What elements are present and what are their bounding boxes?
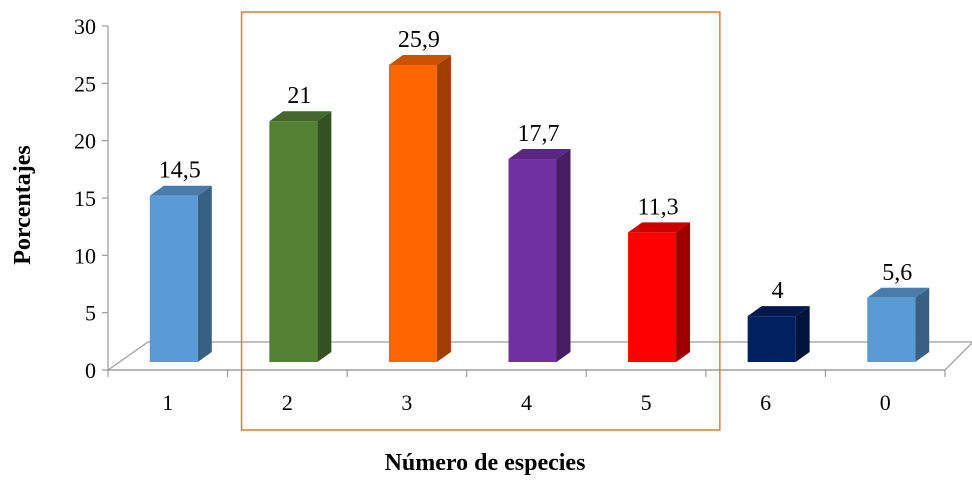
y-axis-title: Porcentajes [10,145,36,265]
highlight-box [240,11,721,431]
x-axis-title: Número de especies [385,450,586,476]
bar-3 [388,55,451,362]
bar-top [628,222,691,233]
chart-axes [102,25,946,377]
chart-labels: 0 5 10 15 20 25 30 14,5 1 21 2 25,9 3 17,7 4 11,3 5 4 6 5,6… [74,14,912,415]
bar-top [747,306,810,317]
data-label-6: 4 [772,278,784,304]
bar-top [867,287,930,298]
bar-2 [269,111,332,362]
bar-front [747,316,796,362]
x-tick-label-1: 1 [162,390,173,415]
bar-6 [747,306,810,362]
x-tick-label-5: 5 [641,390,652,415]
bar-side [556,149,571,362]
y-tick-label: 15 [74,186,96,211]
bar-0 [867,287,930,362]
bar-1 [149,185,212,362]
bar-side [915,287,930,362]
data-label-1: 14,5 [159,158,201,184]
data-label-4: 17,7 [518,121,560,147]
y-tick-label: 0 [85,358,96,383]
bar-side [197,185,212,362]
data-label-2: 21 [287,83,311,109]
bar-front [628,232,677,362]
chart-bars [149,55,930,362]
data-label-5: 11,3 [638,194,679,220]
bar-front [269,121,318,362]
x-tick-label-2: 2 [282,390,293,415]
bar-front [388,65,437,362]
x-tick-label-0: 0 [880,390,891,415]
bar-top [149,185,212,196]
bar-top [269,111,332,122]
bar-side [436,55,451,362]
data-label-3: 25,9 [398,27,440,53]
bar-front [867,297,916,362]
bar-4 [508,149,571,362]
x-tick-label-6: 6 [760,390,771,415]
y-tick-label: 20 [74,129,96,154]
y-tick-label: 30 [74,14,96,39]
bar-side [676,222,691,362]
y-tick-label: 10 [74,243,96,268]
x-tick-label-3: 3 [401,390,412,415]
data-label-0: 5,6 [882,260,912,286]
bar-top [508,149,571,160]
bar-side [317,111,332,362]
bar-front [149,195,198,362]
bar-top [388,55,451,66]
y-tick-label: 25 [74,71,96,96]
bar-side [795,306,810,362]
bar-front [508,159,557,362]
y-tick-label: 5 [85,301,96,326]
bar-5 [628,222,691,362]
x-tick-label-4: 4 [521,390,532,415]
